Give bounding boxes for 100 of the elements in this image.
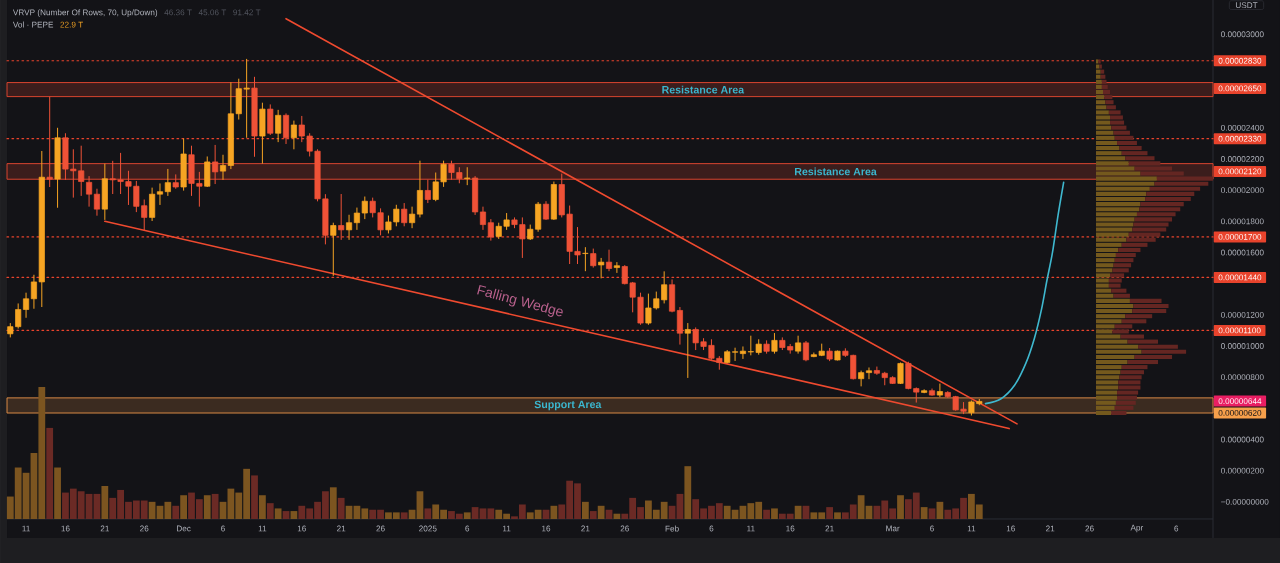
candlestick — [212, 144, 219, 185]
x-tick-label: 21 — [100, 525, 109, 532]
text: 0.00002650 — [1218, 85, 1262, 92]
band-label: Support Area — [534, 400, 602, 411]
bar — [582, 501, 589, 519]
x-tick-label: 26 — [376, 525, 385, 532]
annotation: 22.9 T — [60, 21, 84, 28]
bar — [329, 487, 337, 519]
candlestick — [676, 306, 683, 346]
band-label: Resistance Area — [795, 167, 877, 176]
annotation: 46.36 T — [164, 9, 192, 16]
candlestick — [149, 187, 156, 222]
bar — [589, 511, 597, 519]
bar — [1096, 196, 1146, 202]
x-tick-label: 6 — [465, 525, 470, 532]
candlestick — [164, 168, 171, 197]
bar — [211, 493, 219, 519]
candlestick — [865, 367, 873, 380]
bar — [424, 508, 432, 519]
ref-line-label: 0.00001700 — [1218, 233, 1262, 240]
x-tick-label: 6 — [709, 525, 714, 532]
bar — [1113, 293, 1130, 298]
candlestick — [598, 257, 605, 279]
bar — [259, 495, 266, 519]
bar — [471, 507, 479, 519]
y-tick-label: −0.00000000 — [1221, 498, 1269, 505]
y-tick-label: 0.00001800 — [1221, 218, 1264, 225]
x-tick-label: 2025 — [419, 525, 437, 532]
candlestick — [590, 248, 597, 269]
bar — [1096, 303, 1134, 309]
bar — [1096, 410, 1112, 415]
candlestick — [275, 109, 282, 143]
bar — [550, 505, 558, 519]
y-axis-title: USDT — [1235, 2, 1258, 9]
candlestick — [346, 214, 353, 241]
bar — [597, 505, 605, 519]
candlestick — [86, 175, 93, 208]
bar — [834, 512, 841, 519]
candlestick — [487, 218, 494, 242]
line-series — [984, 181, 1065, 405]
x-tick-label: 16 — [61, 525, 70, 532]
x-tick-label: 21 — [1046, 525, 1055, 532]
candlestick — [606, 249, 613, 272]
y-tick-label: 0.00002400 — [1221, 124, 1264, 131]
band-label: Resistance Area — [662, 85, 745, 94]
bar — [463, 512, 471, 519]
candlestick — [283, 112, 290, 145]
candlestick — [424, 179, 431, 204]
ref-line-label: 0.00001100 — [1218, 327, 1261, 334]
candlestick — [684, 322, 691, 379]
candlestick — [416, 160, 423, 218]
x-tick-label: 11 — [747, 525, 755, 532]
bar — [763, 509, 770, 519]
text: 0.00000644 — [1218, 398, 1262, 404]
bar — [771, 508, 778, 519]
x-tick-label: 21 — [825, 525, 834, 532]
ref-line-label: 0.00001440 — [1218, 274, 1262, 281]
bar — [1096, 89, 1104, 95]
chart-title: Vol · PEPE — [12, 21, 54, 28]
x-tick-label: Mar — [886, 525, 900, 532]
annotation: Falling Wedge — [477, 284, 563, 317]
bar — [400, 512, 408, 519]
candlestick — [771, 332, 778, 355]
bar — [54, 467, 61, 519]
bar — [203, 495, 211, 519]
x-tick-label: 11 — [22, 525, 30, 532]
candlestick — [156, 182, 164, 206]
x-tick-label: 21 — [337, 525, 346, 532]
bar — [180, 495, 187, 519]
ref-line-label: 0.00002330 — [1218, 135, 1262, 142]
x-tick-label: 16 — [1006, 525, 1015, 532]
bar — [1133, 303, 1169, 309]
candlestick — [479, 206, 486, 231]
text: 0.00000620 — [1218, 409, 1262, 416]
x-tick-label: 11 — [258, 525, 267, 532]
x-tick-label: Feb — [665, 525, 679, 532]
x-tick-label: 6 — [1174, 525, 1179, 532]
bar — [101, 485, 109, 519]
candlestick — [93, 188, 100, 217]
x-tick-label: 11 — [502, 525, 511, 532]
candlestick — [338, 193, 345, 241]
x-tick-label: 6 — [221, 525, 225, 532]
text: 0.00002120 — [1218, 168, 1262, 175]
candlestick — [330, 222, 337, 277]
candlestick — [582, 246, 589, 272]
x-tick-label: 26 — [620, 525, 629, 532]
candlestick — [219, 154, 227, 181]
x-tick-label: 21 — [581, 525, 590, 532]
x-tick-label: 26 — [140, 525, 149, 532]
y-tick-label: 0.00000200 — [1221, 467, 1264, 474]
bar — [684, 466, 692, 519]
x-tick-label: 6 — [930, 525, 934, 532]
candlestick — [290, 120, 297, 150]
candlestick — [542, 200, 550, 221]
bar — [920, 507, 928, 519]
ref-line-label: 0.00002830 — [1218, 57, 1262, 64]
x-tick-label: 16 — [786, 525, 795, 532]
x-tick-label: Apr — [1130, 524, 1144, 533]
y-tick-label: 0.00002000 — [1221, 187, 1264, 194]
y-tick-label: 0.00003000 — [1221, 31, 1264, 38]
